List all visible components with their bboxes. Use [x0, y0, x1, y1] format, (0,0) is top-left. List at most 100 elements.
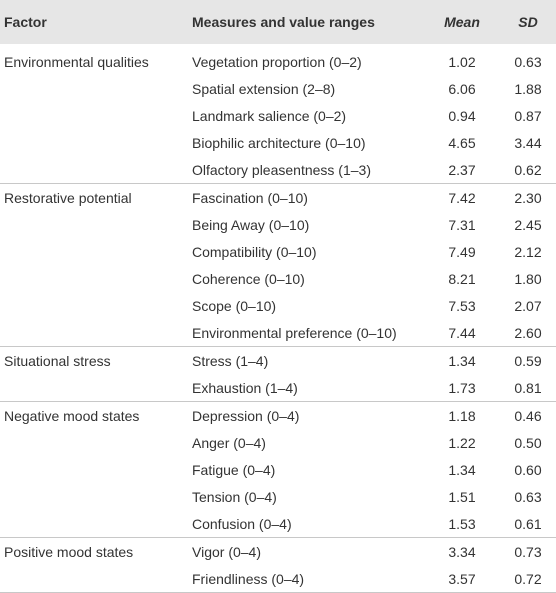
table-row: Negative mood states Depression (0–4) 1.18… — [0, 402, 556, 430]
measure-cell: Fascination (0–10) — [192, 189, 308, 206]
factor-cell — [0, 429, 188, 456]
table-row: Positive mood states Vigor (0–4) 3.34 0.73 — [0, 538, 556, 566]
factor-cell: Restorative potential — [4, 189, 132, 206]
table-header: Factor Measures and value ranges Mean SD — [0, 0, 556, 44]
sd-cell: 2.12 — [514, 243, 542, 260]
mean-cell: 1.34 — [448, 461, 476, 478]
measure-cell: Scope (0–10) — [192, 297, 277, 314]
table-row: Biophilic architecture (0–10) 4.65 3.44 — [0, 129, 556, 156]
factor-cell — [0, 102, 188, 129]
table-row: Environmental preference (0–10) 7.44 2.60 — [0, 319, 556, 347]
measure-cell: Exhaustion (1–4) — [188, 374, 428, 402]
sd-cell: 3.44 — [514, 134, 542, 151]
measure-cell: Depression (0–4) — [192, 407, 300, 424]
table-row: Environmental qualities Vegetation propor… — [0, 44, 556, 75]
table-row: Confusion (0–4) 1.53 0.61 — [0, 510, 556, 538]
sd-cell: 0.63 — [514, 53, 542, 70]
table-body: Environmental qualities Vegetation propor… — [0, 44, 556, 593]
mean-cell: 1.34 — [448, 352, 476, 369]
measure-cell: Fatigue (0–4) — [192, 461, 276, 478]
factor-cell — [0, 456, 188, 483]
mean-cell: 1.02 — [448, 53, 476, 70]
mean-cell: 7.31 — [448, 216, 476, 233]
sd-cell: 0.60 — [514, 461, 542, 478]
measure-cell: Spatial extension (2–8) — [192, 80, 336, 97]
measure-cell: Being Away (0–10) — [192, 216, 310, 233]
factor-cell: Environmental qualities — [4, 53, 149, 70]
measure-cell: Environmental preference (0–10) — [188, 319, 428, 347]
factor-cell — [0, 374, 188, 402]
factor-cell: Negative mood states — [4, 407, 140, 424]
sd-cell: 0.46 — [514, 407, 542, 424]
factor-cell — [0, 292, 188, 319]
sd-cell: 0.59 — [514, 352, 542, 369]
mean-cell: 6.06 — [448, 80, 476, 97]
sd-cell: 2.45 — [514, 216, 542, 233]
factor-cell — [0, 156, 188, 184]
table-row: Restorative potential Fascination (0–10) 7… — [0, 184, 556, 212]
mean-cell: 1.22 — [448, 434, 476, 451]
sd-cell: 0.81 — [496, 374, 556, 402]
sd-cell: 2.30 — [514, 189, 542, 206]
measure-cell: Landmark salience (0–2) — [192, 107, 347, 124]
sd-cell: 1.80 — [514, 270, 542, 287]
sd-cell: 2.60 — [496, 319, 556, 347]
mean-cell: 2.37 — [428, 156, 496, 184]
mean-cell: 1.53 — [428, 510, 496, 538]
factor-cell — [0, 238, 188, 265]
table-row: Being Away (0–10) 7.31 2.45 — [0, 211, 556, 238]
table-row: Compatibility (0–10) 7.49 2.12 — [0, 238, 556, 265]
table-row: Scope (0–10) 7.53 2.07 — [0, 292, 556, 319]
sd-cell: 0.62 — [496, 156, 556, 184]
sd-cell: 0.73 — [514, 543, 542, 560]
header-cell: Measures and value ranges — [188, 0, 428, 44]
mean-cell: 7.53 — [448, 297, 476, 314]
table-row: Fatigue (0–4) 1.34 0.60 — [0, 456, 556, 483]
sd-cell: 0.63 — [514, 488, 542, 505]
table-row: Landmark salience (0–2) 0.94 0.87 — [0, 102, 556, 129]
factor-cell — [0, 129, 188, 156]
sd-cell: 0.87 — [514, 107, 542, 124]
sd-cell: 2.07 — [514, 297, 542, 314]
measure-cell: Coherence (0–10) — [192, 270, 305, 287]
header-cell: Mean — [428, 0, 496, 44]
table-row: Coherence (0–10) 8.21 1.80 — [0, 265, 556, 292]
factor-cell — [0, 265, 188, 292]
sd-cell: 1.88 — [514, 80, 542, 97]
measure-cell: Tension (0–4) — [192, 488, 277, 505]
mean-cell: 1.18 — [448, 407, 476, 424]
measure-cell: Anger (0–4) — [192, 434, 266, 451]
measure-cell: Olfactory pleasentness (1–3) — [188, 156, 428, 184]
table-row: Olfactory pleasentness (1–3) 2.37 0.62 — [0, 156, 556, 184]
mean-cell: 0.94 — [448, 107, 476, 124]
mean-cell: 3.34 — [448, 543, 476, 560]
measure-cell: Biophilic architecture (0–10) — [192, 134, 366, 151]
sd-cell: 0.50 — [514, 434, 542, 451]
table-row: Situational stress Stress (1–4) 1.34 0.59 — [0, 347, 556, 375]
measure-cell: Confusion (0–4) — [188, 510, 428, 538]
table-row: Tension (0–4) 1.51 0.63 — [0, 483, 556, 510]
factor-cell: Situational stress — [4, 352, 111, 369]
factor-cell — [0, 319, 188, 347]
mean-cell: 8.21 — [448, 270, 476, 287]
factor-cell — [0, 75, 188, 102]
factor-cell: Positive mood states — [4, 543, 134, 560]
mean-cell: 7.49 — [448, 243, 476, 260]
mean-cell: 1.73 — [428, 374, 496, 402]
sd-cell: 0.61 — [496, 510, 556, 538]
measure-cell: Stress (1–4) — [192, 352, 269, 369]
measure-cell: Compatibility (0–10) — [192, 243, 317, 260]
mean-cell: 7.44 — [428, 319, 496, 347]
factor-cell — [0, 483, 188, 510]
header-row: Factor Measures and value ranges Mean SD — [0, 0, 556, 44]
header-cell: SD — [496, 0, 556, 44]
table-row: Exhaustion (1–4) 1.73 0.81 — [0, 374, 556, 402]
factor-cell — [0, 211, 188, 238]
header-cell: Factor — [0, 0, 188, 44]
table-row: Spatial extension (2–8) 6.06 1.88 — [0, 75, 556, 102]
mean-cell: 4.65 — [448, 134, 476, 151]
mean-cell: 1.51 — [448, 488, 476, 505]
mean-cell: 7.42 — [448, 189, 476, 206]
factor-cell — [0, 510, 188, 538]
